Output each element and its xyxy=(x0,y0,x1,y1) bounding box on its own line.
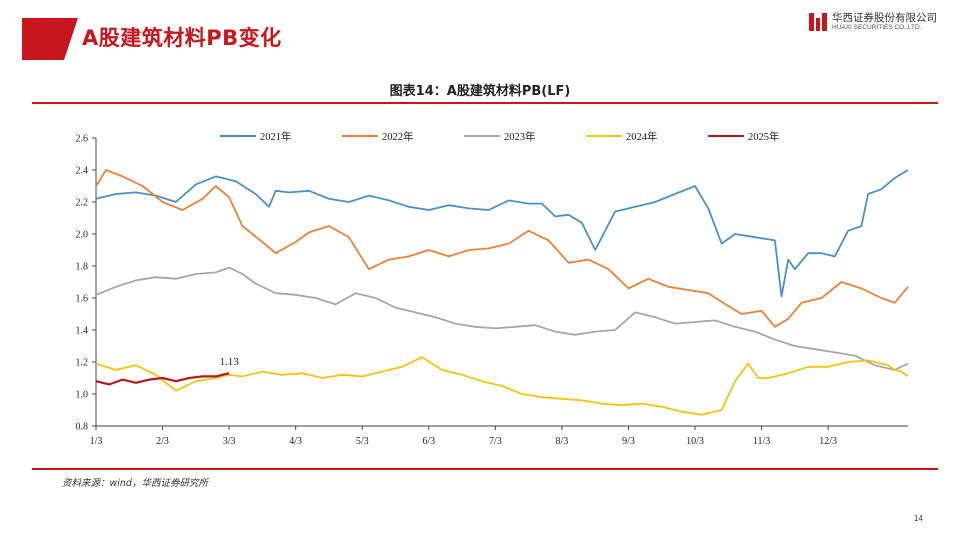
annotation-label: 1.13 xyxy=(219,356,239,368)
x-tick-label: 4/3 xyxy=(289,436,302,447)
legend-label-2022: 2022年 xyxy=(382,130,414,143)
source-note: 资料来源：wind，华西证券研究所 xyxy=(62,478,208,489)
x-tick-label: 3/3 xyxy=(223,436,236,447)
y-tick-label: 1.4 xyxy=(76,326,89,337)
series-line-2021 xyxy=(95,169,909,298)
page-title: A股建筑材料PB变化 xyxy=(82,26,282,50)
title-accent-bar xyxy=(22,18,78,60)
pb-line-chart: 0.8 1.0 1.2 1.4 1.6 1.8 2.0 2.2 2.4 2.6 1/3 2/3 3/3 4… xyxy=(76,130,909,447)
series-line-2025 xyxy=(95,372,230,386)
x-tick-label: 9/3 xyxy=(622,436,635,447)
company-logo: 华西证券股份有限公司 HUAXI SECURITIES CO.,LTD. xyxy=(808,10,948,36)
y-tick-label: 0.8 xyxy=(76,422,89,433)
y-tick-label: 2.0 xyxy=(76,230,89,241)
huaxi-logo-icon xyxy=(809,13,827,31)
legend-label-2025: 2025年 xyxy=(748,130,780,143)
legend-label-2024: 2024年 xyxy=(626,130,658,143)
figure-title: 图表14：A股建筑材料PB(LF) xyxy=(389,84,571,99)
legend-label-2023: 2023年 xyxy=(504,130,536,143)
series-line-2023 xyxy=(95,266,909,371)
legend-label-2021: 2021年 xyxy=(260,130,292,143)
top-divider xyxy=(32,102,938,104)
series-line-2024 xyxy=(95,356,909,416)
logo-english-name: HUAXI SECURITIES CO.,LTD. xyxy=(832,24,922,31)
x-tick-label: 10/3 xyxy=(686,436,704,447)
x-tick-label: 8/3 xyxy=(556,436,569,447)
y-tick-label: 1.0 xyxy=(76,390,89,401)
x-tick-label: 5/3 xyxy=(356,436,369,447)
x-tick-label: 2/3 xyxy=(156,436,169,447)
y-tick-label: 1.2 xyxy=(76,358,89,369)
bottom-divider xyxy=(32,468,938,470)
x-tick-label: 6/3 xyxy=(422,436,435,447)
x-tick-label: 11/3 xyxy=(753,436,770,447)
y-tick-label: 1.8 xyxy=(76,262,89,273)
page-number: 14 xyxy=(914,514,923,523)
x-tick-label: 1/3 xyxy=(90,436,103,447)
y-tick-label: 2.6 xyxy=(76,134,89,145)
y-tick-label: 1.6 xyxy=(76,294,89,305)
x-tick-label: 12/3 xyxy=(819,436,837,447)
logo-chinese-name: 华西证券股份有限公司 xyxy=(832,12,937,24)
x-tick-label: 7/3 xyxy=(489,436,502,447)
y-tick-label: 2.4 xyxy=(76,166,89,177)
series-line-2022 xyxy=(95,169,909,328)
y-tick-label: 2.2 xyxy=(76,198,89,209)
